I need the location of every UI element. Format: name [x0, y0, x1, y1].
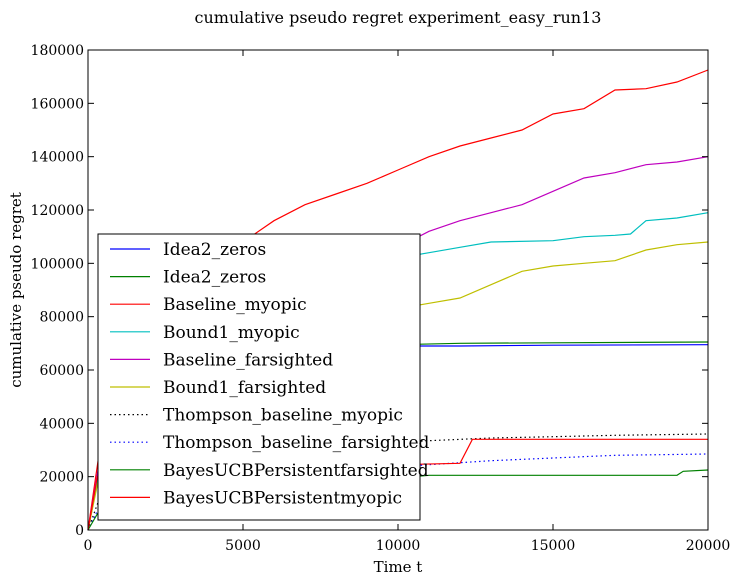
- legend-entry: BayesUCBPersistentmyopic: [163, 488, 402, 508]
- chart-title: cumulative pseudo regret experiment_easy…: [195, 8, 602, 27]
- y-tick-label: 20000: [39, 470, 84, 486]
- legend-entry: Baseline_farsighted: [163, 350, 333, 370]
- legend-entry: Idea2_zeros: [163, 240, 266, 260]
- y-tick-label: 80000: [39, 310, 84, 326]
- y-axis: 0 20000 40000 60000 80000 100000 120000 140000 1…: [31, 43, 708, 539]
- y-tick-label: 0: [75, 523, 84, 539]
- legend-entry: BayesUCBPersistentfarsighted: [163, 461, 429, 481]
- y-tick-label: 60000: [39, 363, 84, 379]
- y-tick-label: 180000: [31, 43, 84, 59]
- x-tick-label: 20000: [686, 538, 731, 554]
- x-axis: 0 5000 10000 15000 20000: [84, 50, 731, 554]
- y-tick-label: 120000: [31, 203, 84, 219]
- y-tick-label: 160000: [31, 96, 84, 112]
- y-axis-label: cumulative pseudo regret: [7, 192, 25, 388]
- legend-entry: Thompson_baseline_farsighted: [163, 433, 430, 453]
- x-tick-label: 15000: [531, 538, 576, 554]
- x-tick-label: 5000: [225, 538, 261, 554]
- y-tick-label: 100000: [31, 256, 84, 272]
- x-tick-label: 10000: [376, 538, 421, 554]
- y-tick-label: 140000: [31, 150, 84, 166]
- legend: Idea2_zeros Idea2_zeros Baseline_myopic Bou…: [97, 233, 430, 521]
- legend-box: [97, 233, 421, 521]
- y-tick-label: 40000: [39, 416, 84, 432]
- legend-entry: Thompson_baseline_myopic: [163, 406, 403, 426]
- legend-entry: Bound1_myopic: [163, 323, 300, 343]
- x-axis-label: Time t: [374, 558, 423, 576]
- legend-entry: Bound1_farsighted: [163, 378, 326, 398]
- legend-entry: Idea2_zeros: [163, 268, 266, 288]
- x-tick-label: 0: [84, 538, 93, 554]
- legend-entry: Baseline_myopic: [163, 295, 307, 315]
